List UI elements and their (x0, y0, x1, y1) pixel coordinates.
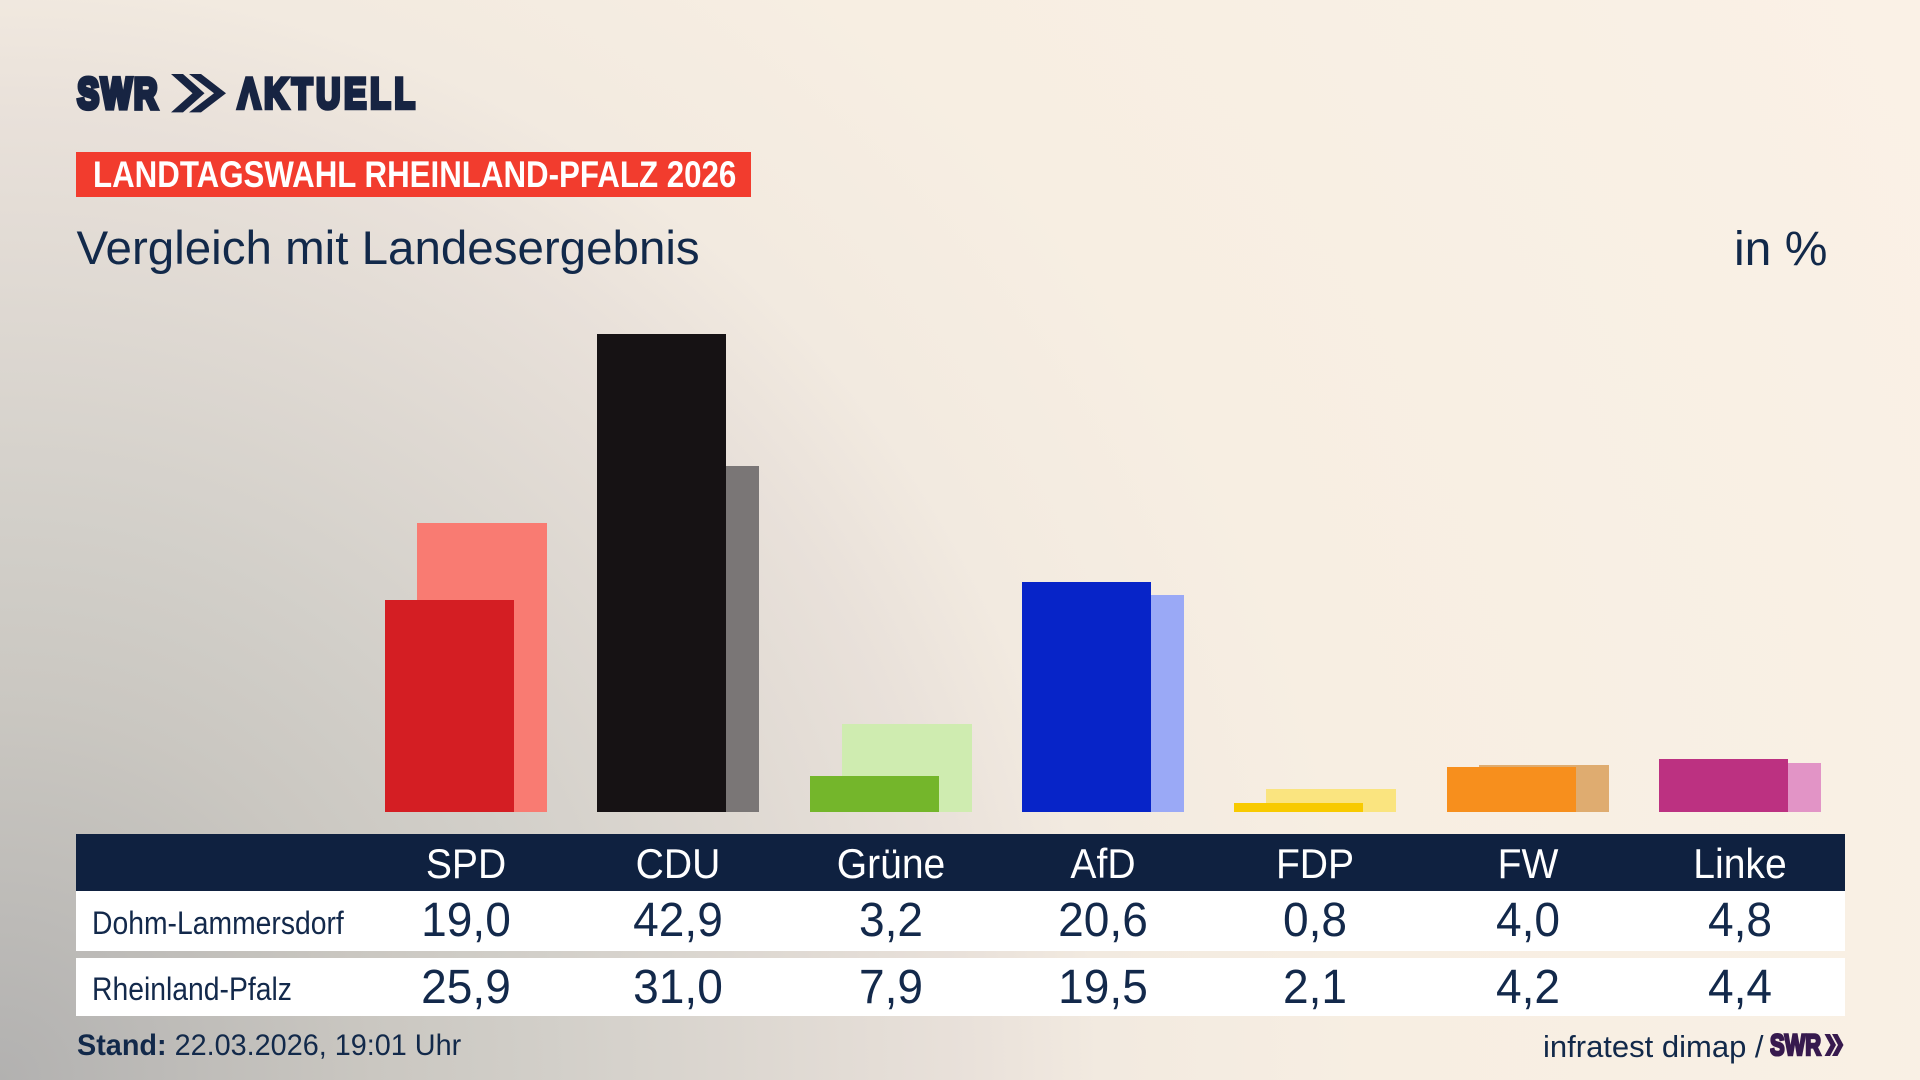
svg-text:SWR: SWR (78, 71, 160, 119)
svg-text:SWR: SWR (1770, 1033, 1821, 1059)
svg-text:ΛKTUELL: ΛKTUELL (238, 70, 419, 118)
